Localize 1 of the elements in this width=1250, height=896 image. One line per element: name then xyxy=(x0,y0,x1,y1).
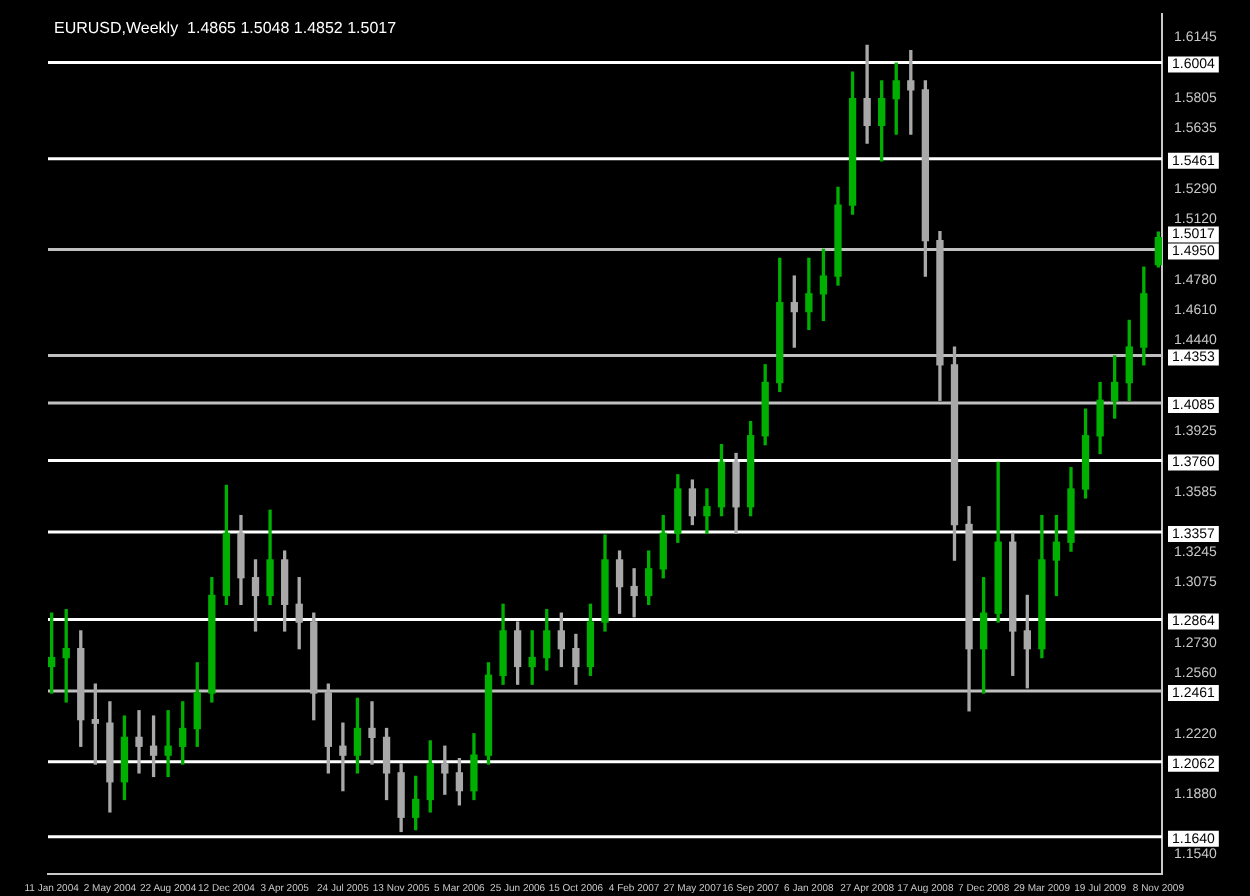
chart-title: EURUSD,Weekly 1.4865 1.5048 1.4852 1.5017 xyxy=(54,18,398,37)
